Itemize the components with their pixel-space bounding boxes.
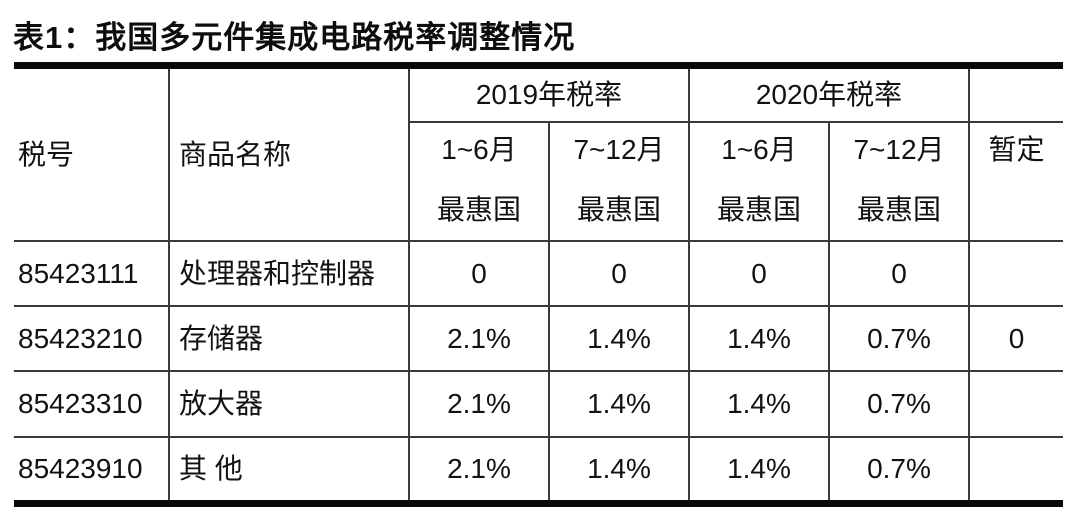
- header-tax-no: 税号: [14, 69, 170, 242]
- cell-tax-no: 85423910: [14, 438, 170, 500]
- cell-2020-h1-rate: 1.4%: [690, 438, 830, 500]
- header-group-2020: 2020年税率: [690, 69, 970, 123]
- cell-provisional-rate: [970, 438, 1063, 500]
- subheader-mfn: 最惠国: [576, 194, 661, 225]
- header-group-blank: [970, 69, 1063, 123]
- subheader-period: 暂定: [988, 134, 1045, 165]
- subheader-provisional: 暂定: [970, 123, 1063, 242]
- cell-2019-h2-rate: 0: [550, 242, 690, 307]
- tariff-table: 税号 商品名称 2019年税率 2020年税率 1~6月 最惠国 7~12月 最…: [14, 62, 1063, 507]
- cell-product-name: 放大器: [170, 372, 410, 438]
- cell-2020-h2-rate: 0: [830, 242, 970, 307]
- cell-tax-no: 85423310: [14, 372, 170, 438]
- subheader-2020-h1: 1~6月 最惠国: [690, 123, 830, 242]
- cell-2020-h2-rate: 0.7%: [830, 372, 970, 438]
- cell-tax-no: 85423111: [14, 242, 170, 307]
- cell-2019-h2-rate: 1.4%: [550, 307, 690, 372]
- cell-2019-h1-rate: 2.1%: [410, 372, 550, 438]
- cell-2019-h1-rate: 2.1%: [410, 307, 550, 372]
- subheader-2020-h2: 7~12月 最惠国: [830, 123, 970, 242]
- subheader-period: 1~6月: [721, 134, 797, 165]
- subheader-mfn: 最惠国: [856, 194, 941, 225]
- subheader-mfn: 最惠国: [436, 194, 521, 225]
- cell-2019-h2-rate: 1.4%: [550, 372, 690, 438]
- cell-2019-h1-rate: 0: [410, 242, 550, 307]
- subheader-2019-h1: 1~6月 最惠国: [410, 123, 550, 242]
- cell-2019-h1-rate: 2.1%: [410, 438, 550, 500]
- header-group-2019: 2019年税率: [410, 69, 690, 123]
- header-product-name: 商品名称: [170, 69, 410, 242]
- subheader-period: 7~12月: [853, 134, 945, 165]
- cell-product-name: 其 他: [170, 438, 410, 500]
- cell-tax-no: 85423210: [14, 307, 170, 372]
- table-title: 表1：我国多元件集成电路税率调整情况: [13, 20, 576, 55]
- cell-provisional-rate: [970, 372, 1063, 438]
- cell-2020-h2-rate: 0.7%: [830, 438, 970, 500]
- subheader-period: 1~6月: [441, 134, 517, 165]
- subheader-mfn: 最惠国: [716, 194, 801, 225]
- cell-product-name: 处理器和控制器: [170, 242, 410, 307]
- cell-provisional-rate: [970, 242, 1063, 307]
- cell-product-name: 存储器: [170, 307, 410, 372]
- subheader-period: 7~12月: [573, 134, 665, 165]
- cell-2019-h2-rate: 1.4%: [550, 438, 690, 500]
- subheader-2019-h2: 7~12月 最惠国: [550, 123, 690, 242]
- cell-2020-h1-rate: 1.4%: [690, 372, 830, 438]
- cell-2020-h1-rate: 0: [690, 242, 830, 307]
- cell-2020-h2-rate: 0.7%: [830, 307, 970, 372]
- cell-provisional-rate: 0: [970, 307, 1063, 372]
- cell-2020-h1-rate: 1.4%: [690, 307, 830, 372]
